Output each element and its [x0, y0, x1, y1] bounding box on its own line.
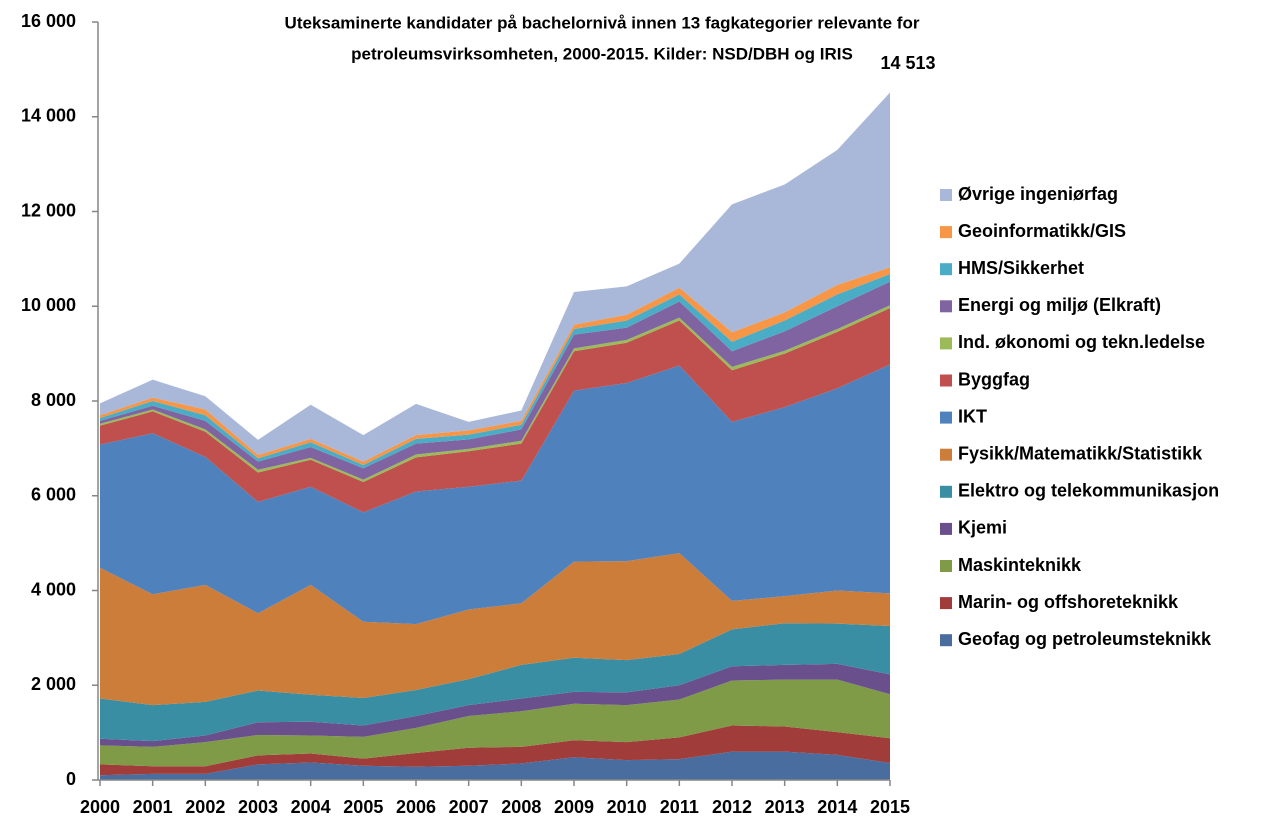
x-tick-label: 2009 — [554, 797, 594, 817]
legend-label: Geoinformatikk/GIS — [958, 221, 1126, 241]
legend-label: Geofag og petroleumsteknikk — [958, 629, 1212, 649]
x-tick-label: 2010 — [607, 797, 647, 817]
area — [100, 623, 890, 742]
area — [100, 679, 890, 767]
x-tick-label: 2006 — [396, 797, 436, 817]
legend-label: Energi og miljø (Elkraft) — [958, 295, 1161, 315]
chart-title: Uteksaminerte kandidater på bachelornivå… — [285, 13, 920, 32]
x-tick-label: 2004 — [291, 797, 331, 817]
chart-subtitle: petroleumsvirksomheten, 2000-2015. Kilde… — [351, 44, 853, 63]
area — [100, 308, 890, 513]
area — [100, 92, 890, 462]
plot-area — [100, 92, 890, 780]
legend-swatch — [940, 263, 952, 276]
legend-swatch — [940, 560, 952, 572]
y-tick-label: 6 000 — [31, 485, 76, 505]
legend-label: Maskinteknikk — [958, 555, 1082, 575]
legend-label: IKT — [958, 406, 987, 426]
x-tick-label: 2001 — [133, 797, 173, 817]
legend-swatch — [940, 226, 952, 239]
legend-swatch — [940, 300, 952, 313]
legend-swatch — [940, 485, 952, 498]
y-tick-label: 12 000 — [21, 200, 76, 220]
area — [100, 751, 890, 780]
y-tick-label: 4 000 — [31, 579, 76, 599]
x-tick-label: 2008 — [501, 797, 541, 817]
area — [100, 725, 890, 776]
legend-label: Marin- og offshoreteknikk — [958, 592, 1179, 612]
x-tick-label: 2003 — [238, 797, 278, 817]
total-label: 14 513 — [880, 53, 935, 73]
x-tick-label: 2000 — [80, 797, 120, 817]
x-tick-label: 2015 — [870, 797, 910, 817]
x-tick-label: 2012 — [712, 797, 752, 817]
legend-label: Fysikk/Matematikk/Statistikk — [958, 443, 1203, 463]
x-tick-label: 2014 — [817, 797, 857, 817]
y-tick-label: 10 000 — [21, 295, 76, 315]
x-tick-label: 2002 — [185, 797, 225, 817]
legend-label: Byggfag — [958, 369, 1030, 389]
x-tick-label: 2011 — [660, 797, 699, 817]
x-tick-label: 2005 — [343, 797, 383, 817]
y-tick-label: 14 000 — [21, 106, 76, 126]
legend-label: HMS/Sikkerhet — [958, 258, 1084, 278]
legend-swatch — [940, 411, 952, 424]
y-tick-label: 8 000 — [31, 390, 76, 410]
legend-swatch — [940, 189, 952, 201]
area — [100, 281, 890, 480]
x-tick-label: 2007 — [449, 797, 489, 817]
legend-label: Øvrige ingeniørfag — [958, 184, 1118, 204]
legend-swatch — [940, 634, 952, 647]
legend-swatch — [940, 337, 952, 350]
area — [100, 553, 890, 706]
area — [100, 364, 890, 625]
legend-swatch — [940, 448, 952, 461]
area — [100, 663, 890, 747]
legend-label: Elektro og telekommunikasjon — [958, 481, 1219, 501]
y-tick-label: 0 — [66, 769, 76, 789]
y-tick-label: 16 000 — [21, 11, 76, 31]
legend-swatch — [940, 522, 952, 535]
legend-label: Kjemi — [958, 518, 1007, 538]
area — [100, 305, 890, 483]
legend-swatch — [940, 374, 952, 387]
legend-label: Ind. økonomi og tekn.ledelse — [958, 332, 1205, 352]
x-tick-label: 2013 — [765, 797, 805, 817]
y-tick-label: 2 000 — [31, 674, 76, 694]
legend-swatch — [940, 597, 952, 610]
